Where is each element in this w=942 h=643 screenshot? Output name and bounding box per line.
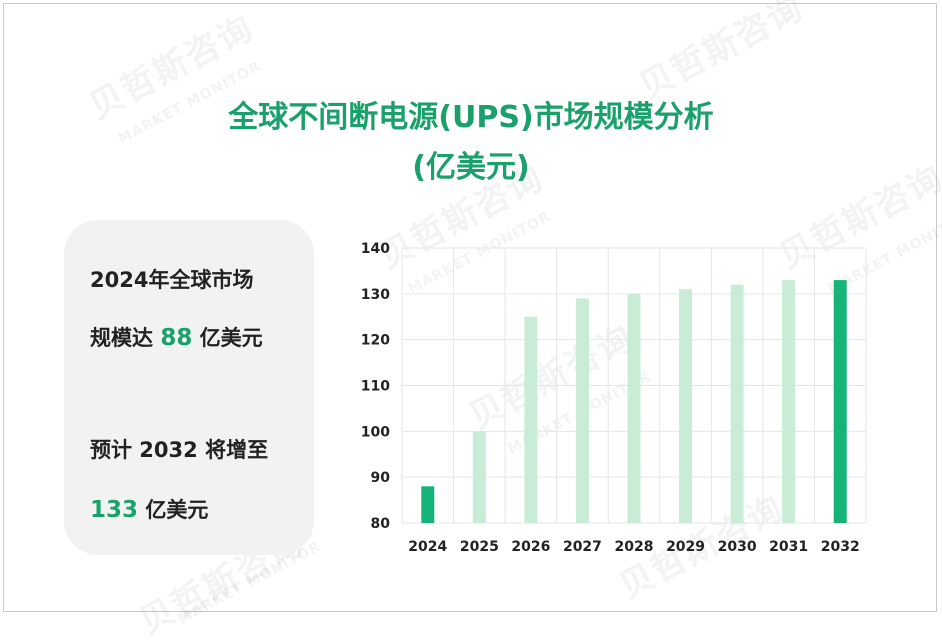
y-tick-label: 90 <box>371 470 391 486</box>
y-tick-label: 130 <box>361 287 390 303</box>
chart-title-line2: (亿美元) <box>412 150 530 185</box>
x-tick-label: 2032 <box>821 539 860 555</box>
chart-title-line1: 全球不间断电源(UPS)市场规模分析 <box>228 100 714 135</box>
x-tick-label: 2029 <box>666 539 705 555</box>
bar-2029 <box>679 289 693 523</box>
bar-2028 <box>627 293 641 523</box>
summary-line-4: 133 亿美元 <box>90 494 208 524</box>
x-tick-label: 2026 <box>511 539 550 555</box>
y-tick-label: 120 <box>361 333 390 349</box>
bar-2025 <box>472 431 486 523</box>
x-tick-label: 2024 <box>408 539 447 555</box>
y-tick-label: 80 <box>371 516 391 532</box>
bar-2024 <box>421 486 435 523</box>
summary-prefix: 规模达 <box>90 326 153 350</box>
summary-line-2: 规模达 88 亿美元 <box>90 322 263 352</box>
x-tick-label: 2025 <box>460 539 499 555</box>
bar-2027 <box>575 298 589 523</box>
summary-2024-value: 88 <box>160 325 193 351</box>
bar-2030 <box>730 284 744 523</box>
summary-card: 2024年全球市场 规模达 88 亿美元 预计 2032 将增至 133 亿美元 <box>64 220 314 555</box>
summary-2032-value: 133 <box>90 497 139 523</box>
summary-line-1: 2024年全球市场 <box>90 268 254 292</box>
x-tick-label: 2028 <box>615 539 654 555</box>
x-tick-label: 2031 <box>769 539 808 555</box>
summary-unit: 亿美元 <box>145 498 209 522</box>
y-tick-label: 140 <box>361 241 390 257</box>
y-tick-label: 110 <box>361 379 390 395</box>
y-tick-label: 100 <box>361 424 390 440</box>
bar-chart: 80 90 100 110 120 130 140 2024 2025 2026 2027 2028… <box>361 241 867 555</box>
summary-unit: 亿美元 <box>199 326 263 350</box>
bar-2031 <box>782 280 796 523</box>
summary-line-3: 预计 2032 将增至 <box>90 438 269 462</box>
bar-2026 <box>524 316 538 523</box>
x-tick-label: 2030 <box>718 539 757 555</box>
bar-2032 <box>833 280 847 523</box>
x-tick-label: 2027 <box>563 539 602 555</box>
